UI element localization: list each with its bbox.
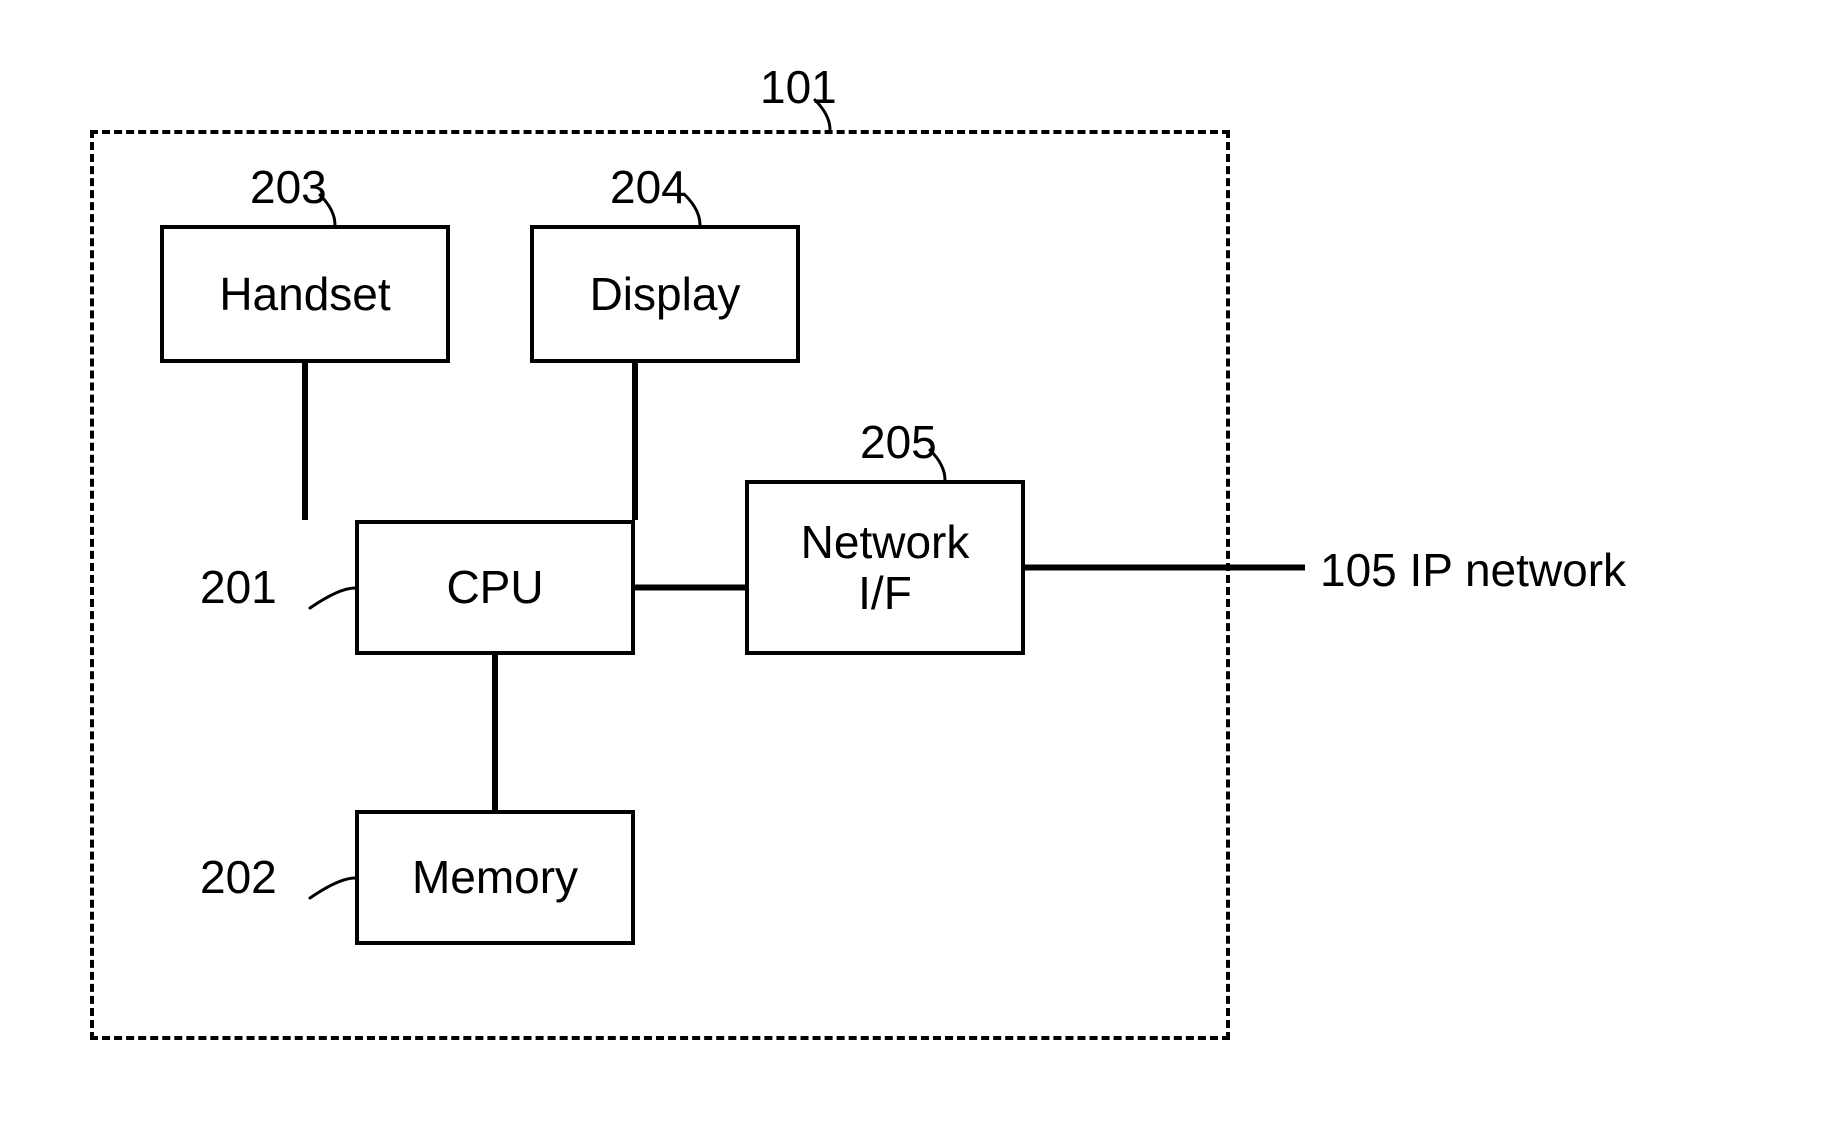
display-id-label: 204 xyxy=(610,160,687,214)
handset-label: Handset xyxy=(219,269,390,320)
memory-id-label: 202 xyxy=(200,850,277,904)
network-id-label: 205 xyxy=(860,415,937,469)
display-label: Display xyxy=(590,269,741,320)
ip-network-label: 105 IP network xyxy=(1320,543,1626,597)
memory-label: Memory xyxy=(412,852,578,903)
cpu-box: CPU xyxy=(355,520,635,655)
cpu-label: CPU xyxy=(446,562,543,613)
display-box: Display xyxy=(530,225,800,363)
handset-id-label: 203 xyxy=(250,160,327,214)
handset-box: Handset xyxy=(160,225,450,363)
memory-box: Memory xyxy=(355,810,635,945)
cpu-id-label: 201 xyxy=(200,560,277,614)
network-label: Network I/F xyxy=(801,517,970,618)
network-box: Network I/F xyxy=(745,480,1025,655)
frame-id-label: 101 xyxy=(760,60,837,114)
